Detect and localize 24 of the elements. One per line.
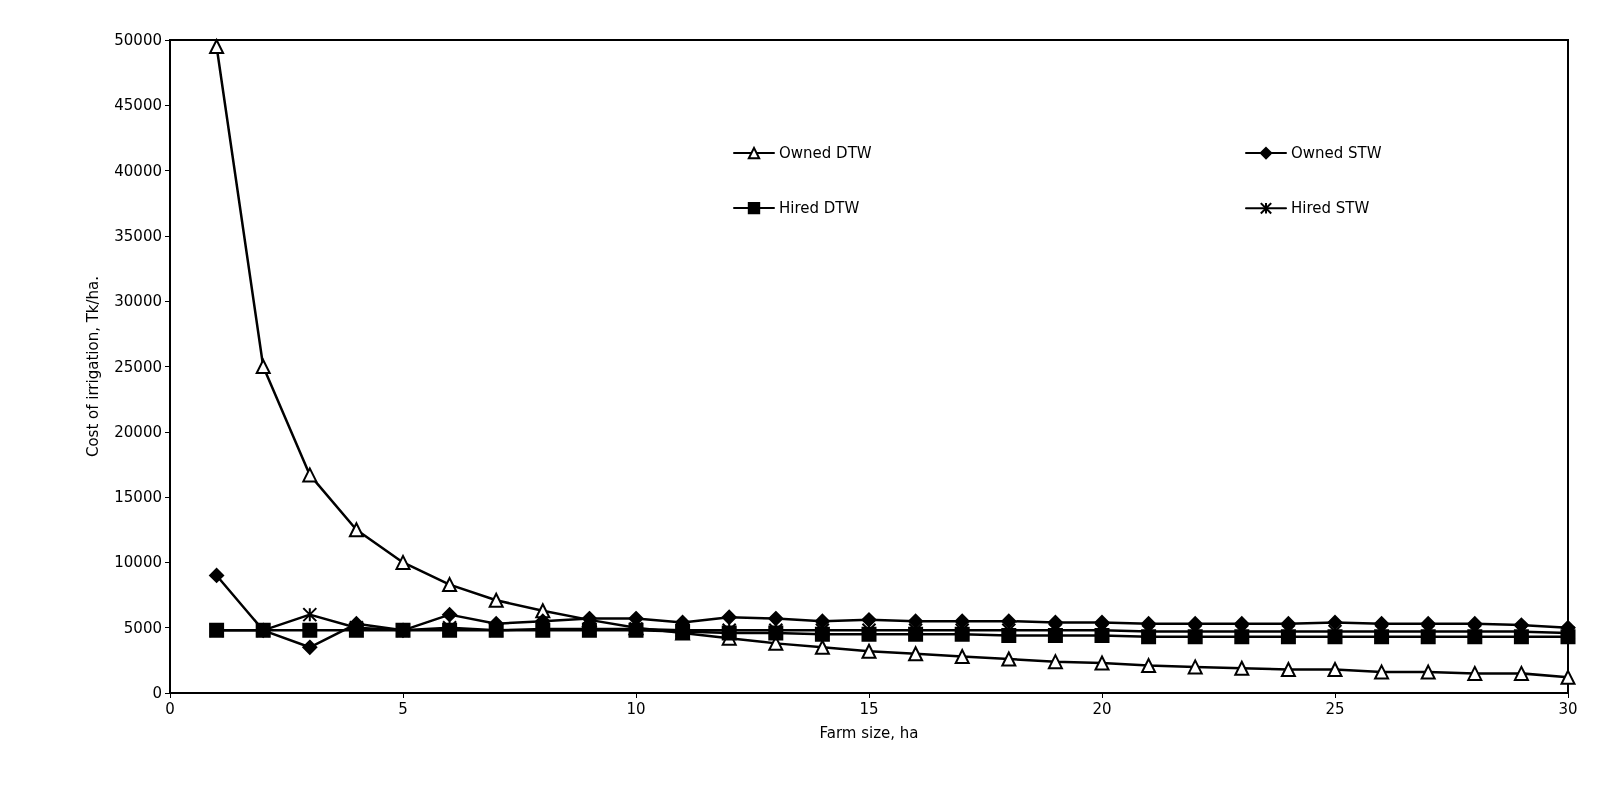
legend-label: Hired DTW: [779, 199, 860, 218]
x-tick-label: 10: [626, 699, 646, 718]
y-tick-label: 35000: [114, 226, 162, 245]
x-tick-label: 5: [398, 699, 408, 718]
x-tick-label: 15: [859, 699, 879, 718]
y-tick-label: 40000: [114, 161, 162, 180]
legend-label: Owned STW: [1291, 144, 1382, 163]
y-tick-label: 45000: [114, 96, 162, 115]
legend-label: Owned DTW: [779, 144, 872, 163]
y-tick-label: 30000: [114, 292, 162, 311]
x-tick-label: 30: [1558, 699, 1578, 718]
legend-label: Hired STW: [1291, 199, 1370, 218]
x-axis-title: Farm size, ha: [819, 723, 919, 742]
x-tick-label: 25: [1325, 699, 1345, 718]
y-tick-label: 5000: [123, 618, 162, 637]
x-tick-label: 20: [1092, 699, 1112, 718]
y-axis-title: Cost of irrigation, Tk/ha.: [83, 275, 102, 458]
y-tick-label: 0: [152, 684, 162, 702]
y-tick-label: 25000: [114, 357, 162, 376]
x-tick-label: 0: [165, 699, 175, 718]
y-tick-label: 20000: [114, 422, 162, 441]
y-tick-label: 10000: [114, 553, 162, 572]
y-tick-label: 50000: [114, 31, 162, 49]
y-tick-label: 15000: [114, 488, 162, 507]
